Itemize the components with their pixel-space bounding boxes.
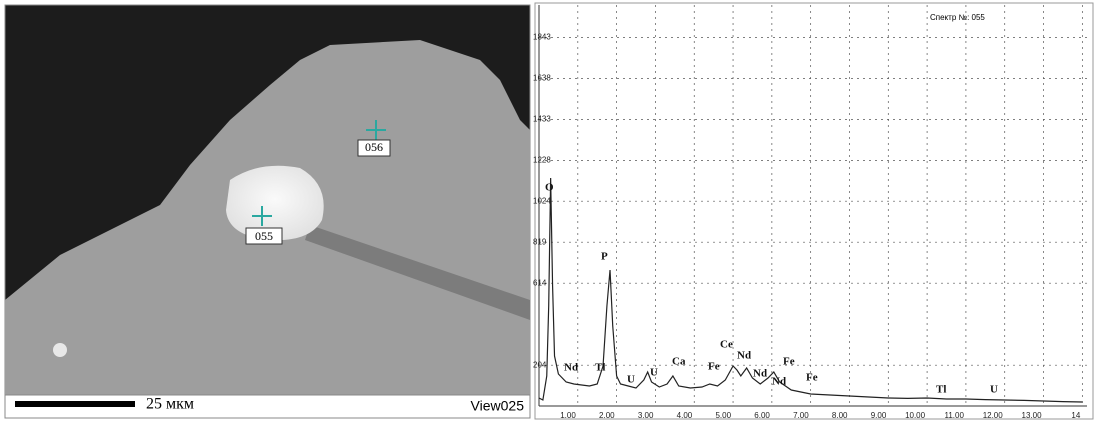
x-tick-label: 8.00: [832, 411, 848, 420]
x-tick-label: 1.00: [560, 411, 576, 420]
peak-label: P: [601, 251, 608, 263]
peak-label: Fe: [783, 356, 795, 368]
peak-label: U: [650, 367, 658, 379]
x-tick-label: 6.00: [754, 411, 770, 420]
peak-label: Ce: [720, 339, 733, 351]
x-tick-label: 3.00: [638, 411, 654, 420]
peak-label: Nd: [772, 376, 786, 388]
y-tick-label: 1024: [533, 196, 551, 205]
peak-label: Fe: [806, 372, 818, 384]
x-tick-label: 4.00: [677, 411, 693, 420]
page: 056 055 25 мкм View025 Спектр №: 055 204…: [0, 0, 1097, 422]
x-tick-label: 10.00: [905, 411, 926, 420]
chart-title: Спектр №: 055: [930, 13, 985, 22]
y-tick-label: 204: [533, 360, 547, 369]
x-tick-label: 14: [1071, 411, 1080, 420]
x-tick-label: 13.00: [1022, 411, 1043, 420]
peak-label: Ca: [672, 356, 686, 368]
peak-label: Fe: [708, 361, 720, 373]
bright-spot: [53, 343, 67, 357]
peak-label: Nd: [753, 368, 767, 380]
scale-label: 25 мкм: [146, 396, 194, 413]
x-tick-label: 2.00: [599, 411, 615, 420]
peak-label: Nd: [737, 350, 751, 362]
y-tick-label: 1433: [533, 115, 551, 124]
figure: 056 055 25 мкм View025 Спектр №: 055 204…: [0, 0, 1097, 422]
peak-label: U: [990, 384, 998, 396]
scale-bar: [15, 401, 135, 407]
spectrum-panel: [535, 3, 1093, 419]
peak-label: U: [627, 374, 635, 386]
y-tick-label: 1638: [533, 74, 551, 83]
view-label: View025: [471, 398, 525, 414]
micrograph: 056 055 25 мкм View025: [5, 5, 530, 418]
spot-label: 056: [365, 140, 383, 154]
x-tick-label: 5.00: [715, 411, 731, 420]
y-tick-label: 1843: [533, 33, 551, 42]
x-tick-label: 12.00: [983, 411, 1004, 420]
spot-label: 055: [255, 229, 273, 243]
x-tick-label: 9.00: [871, 411, 887, 420]
peak-label: O: [545, 182, 554, 194]
x-tick-label: 7.00: [793, 411, 809, 420]
y-tick-label: 819: [533, 237, 547, 246]
x-tick-label: 11.00: [944, 411, 964, 420]
y-tick-label: 614: [533, 278, 547, 287]
peak-label: Nd: [564, 362, 578, 374]
peak-label: Tl: [936, 384, 946, 396]
y-tick-label: 1228: [533, 156, 551, 165]
peak-label: Tl: [595, 362, 605, 374]
